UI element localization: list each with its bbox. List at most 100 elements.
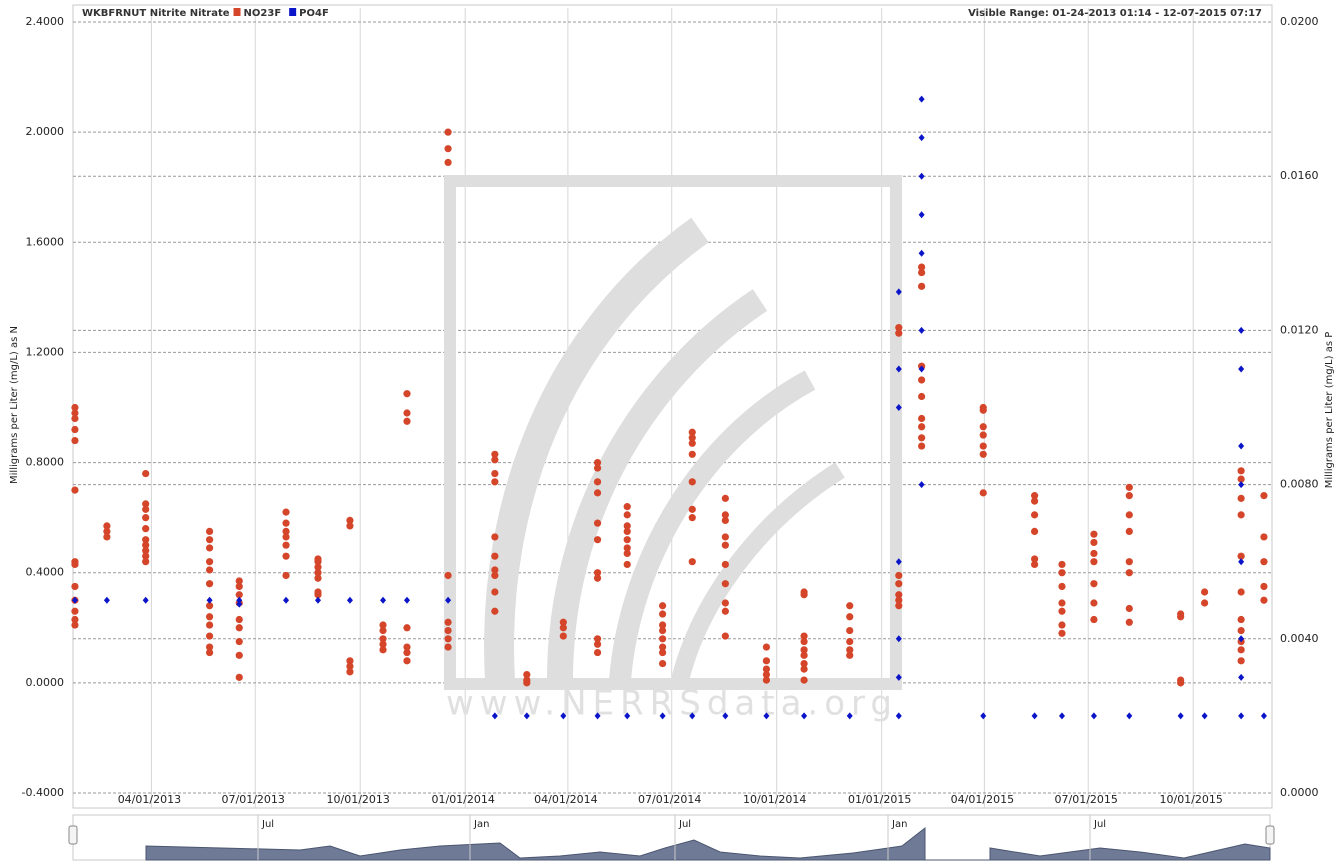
point bbox=[895, 571, 903, 580]
point bbox=[801, 712, 808, 720]
point bbox=[1125, 558, 1133, 566]
point bbox=[688, 558, 696, 566]
point bbox=[721, 494, 729, 502]
point bbox=[205, 643, 214, 651]
point bbox=[895, 365, 902, 373]
point bbox=[689, 712, 696, 720]
point bbox=[235, 577, 243, 585]
point bbox=[491, 456, 499, 464]
point bbox=[623, 544, 631, 552]
point bbox=[205, 613, 214, 621]
point bbox=[491, 552, 499, 560]
y-tick-label: 2.4000 bbox=[26, 15, 65, 28]
point bbox=[1090, 712, 1097, 720]
point bbox=[721, 516, 729, 524]
point bbox=[1260, 533, 1268, 541]
point bbox=[403, 417, 411, 425]
point bbox=[1260, 582, 1268, 591]
x-tick-label: 07/01/2015 bbox=[1055, 793, 1118, 806]
x-tick-label: 07/01/2013 bbox=[222, 793, 285, 806]
point bbox=[918, 249, 925, 257]
point bbox=[314, 591, 322, 599]
point bbox=[593, 536, 602, 544]
point bbox=[688, 505, 696, 513]
point bbox=[1125, 483, 1133, 491]
point bbox=[1237, 475, 1245, 483]
point bbox=[895, 635, 902, 643]
point bbox=[71, 615, 79, 624]
point bbox=[918, 95, 925, 103]
y2-tick-label: 0.0000 bbox=[1280, 786, 1319, 799]
point bbox=[623, 536, 631, 544]
point bbox=[1238, 712, 1245, 720]
point bbox=[623, 527, 631, 536]
point bbox=[895, 558, 902, 566]
point bbox=[103, 527, 111, 536]
point bbox=[979, 442, 987, 450]
point bbox=[491, 478, 499, 486]
point bbox=[1260, 492, 1268, 500]
point bbox=[491, 571, 499, 580]
point bbox=[103, 522, 111, 530]
point bbox=[846, 637, 854, 646]
watermark-logo bbox=[444, 175, 902, 690]
point bbox=[1201, 712, 1208, 720]
point bbox=[846, 602, 854, 610]
point bbox=[559, 632, 567, 640]
point bbox=[918, 365, 925, 373]
navigator-label: Jul bbox=[1093, 819, 1106, 830]
navigator-label: Jul bbox=[261, 819, 274, 830]
y-tick-label: 0.0000 bbox=[26, 676, 65, 689]
point bbox=[523, 679, 531, 687]
point bbox=[444, 571, 452, 580]
point bbox=[142, 536, 150, 544]
point bbox=[846, 712, 853, 720]
point bbox=[1238, 558, 1245, 566]
point bbox=[1238, 635, 1245, 643]
point bbox=[762, 657, 771, 665]
y-tick-label: 0.8000 bbox=[26, 456, 65, 469]
point bbox=[236, 596, 243, 604]
point bbox=[444, 128, 452, 136]
point bbox=[1030, 555, 1039, 563]
point bbox=[403, 390, 411, 398]
point bbox=[1125, 604, 1133, 613]
point bbox=[593, 478, 602, 486]
point bbox=[403, 596, 410, 604]
point bbox=[800, 646, 808, 654]
point bbox=[658, 621, 667, 629]
point bbox=[1058, 629, 1066, 637]
point bbox=[979, 450, 987, 458]
point bbox=[688, 439, 696, 447]
point bbox=[659, 712, 666, 720]
point bbox=[1090, 530, 1098, 538]
point bbox=[800, 651, 808, 659]
point bbox=[491, 588, 499, 596]
point bbox=[282, 552, 290, 560]
point bbox=[235, 624, 243, 632]
navigator-label: Jan bbox=[473, 819, 489, 830]
point bbox=[895, 324, 903, 332]
point bbox=[142, 547, 150, 555]
point bbox=[658, 648, 667, 657]
y-axis-title: Milligrams per Liter (mg/L) as N bbox=[9, 326, 20, 484]
x-tick-label: 04/01/2013 bbox=[118, 793, 181, 806]
point bbox=[846, 651, 854, 659]
point bbox=[491, 450, 499, 458]
point bbox=[1237, 511, 1245, 519]
point bbox=[282, 508, 290, 516]
range-label: Visible Range: 01-24-2013 01:14 - 12-07-… bbox=[968, 8, 1262, 19]
point bbox=[206, 596, 213, 604]
y-tick-label: 1.2000 bbox=[26, 345, 65, 358]
point bbox=[918, 263, 926, 271]
x-tick-label: 01/01/2014 bbox=[431, 793, 494, 806]
point bbox=[282, 527, 290, 536]
point bbox=[593, 519, 602, 527]
point bbox=[979, 406, 987, 414]
point bbox=[1201, 599, 1209, 607]
point bbox=[205, 544, 214, 552]
point bbox=[403, 409, 411, 417]
point bbox=[1238, 673, 1245, 681]
point bbox=[142, 558, 150, 566]
